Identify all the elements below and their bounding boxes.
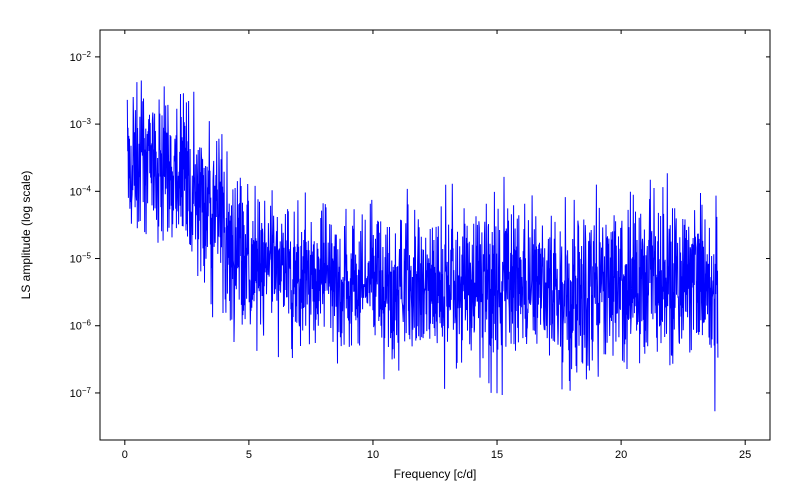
x-tick-label: 10 (367, 449, 379, 461)
x-tick-label: 20 (615, 449, 627, 461)
periodogram-chart: 051015202510−710−610−510−410−310−2 Frequ… (0, 0, 800, 500)
x-tick-label: 25 (739, 449, 751, 461)
x-tick-label: 15 (491, 449, 503, 461)
x-tick-label: 0 (122, 449, 128, 461)
x-tick-label: 5 (246, 449, 252, 461)
x-axis-label: Frequency [c/d] (394, 467, 477, 481)
y-axis-label: LS amplitude (log scale) (19, 171, 33, 300)
